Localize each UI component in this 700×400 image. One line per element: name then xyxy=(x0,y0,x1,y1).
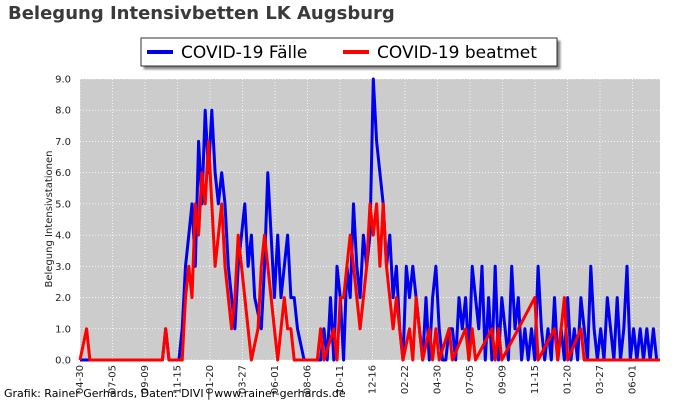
x-tick-label: 04-30 xyxy=(75,365,86,394)
y-tick-label: 7.0 xyxy=(55,137,71,148)
y-tick-label: 2.0 xyxy=(55,293,71,304)
y-tick-label: 8.0 xyxy=(55,106,71,117)
series-line-ventilated xyxy=(78,139,660,362)
legend-label-ventilated: COVID-19 beatmet xyxy=(377,43,537,63)
x-tick-label: 04-30 xyxy=(433,365,444,394)
x-tick-label: 11-15 xyxy=(530,365,541,394)
legend-label-cases: COVID-19 Fälle xyxy=(181,43,307,63)
x-tick-label: 06-01 xyxy=(628,365,639,394)
x-tick-label: 01-20 xyxy=(205,365,216,394)
chart-title: Belegung Intensivbetten LK Augsburg xyxy=(8,3,395,24)
x-tick-label: 11-15 xyxy=(173,365,184,394)
x-tick-label: 03-27 xyxy=(238,365,249,394)
x-tick-label: 12-16 xyxy=(368,365,379,394)
x-tick-label: 10-11 xyxy=(335,365,346,394)
legend: COVID-19 Fälle COVID-19 beatmet xyxy=(140,37,558,67)
x-tick-label: 08-06 xyxy=(303,365,314,394)
y-axis-label: Belegung Intensivstationen xyxy=(44,150,55,287)
y-tick-label: 9.0 xyxy=(55,75,71,86)
x-axis: 04-30 07-05 09-09 11-15 01-20 03-27 06-01 08-06… xyxy=(75,365,639,394)
y-tick-label: 6.0 xyxy=(55,168,71,179)
y-axis: 0.0 1.0 2.0 3.0 4.0 5.0 6.0 7.0 8.0 9.0 xyxy=(55,75,71,367)
x-tick-label: 02-22 xyxy=(400,365,411,394)
x-tick-label: 09-09 xyxy=(498,365,509,394)
x-tick-label: 09-09 xyxy=(140,365,151,394)
x-tick-label: 01-20 xyxy=(563,365,574,394)
credit-text: Grafik: Rainer Gerhards, Daten: DIVI | w… xyxy=(4,387,346,400)
y-tick-label: 0.0 xyxy=(55,356,71,367)
x-tick-label: 07-05 xyxy=(465,365,476,394)
y-tick-label: 4.0 xyxy=(55,231,71,242)
y-tick-label: 5.0 xyxy=(55,199,71,210)
x-tick-label: 07-05 xyxy=(108,365,119,394)
x-tick-label: 06-01 xyxy=(270,365,281,394)
y-tick-label: 1.0 xyxy=(55,324,71,335)
y-tick-label: 3.0 xyxy=(55,262,71,273)
series-layer xyxy=(78,77,660,362)
x-tick-label: 03-27 xyxy=(595,365,606,394)
